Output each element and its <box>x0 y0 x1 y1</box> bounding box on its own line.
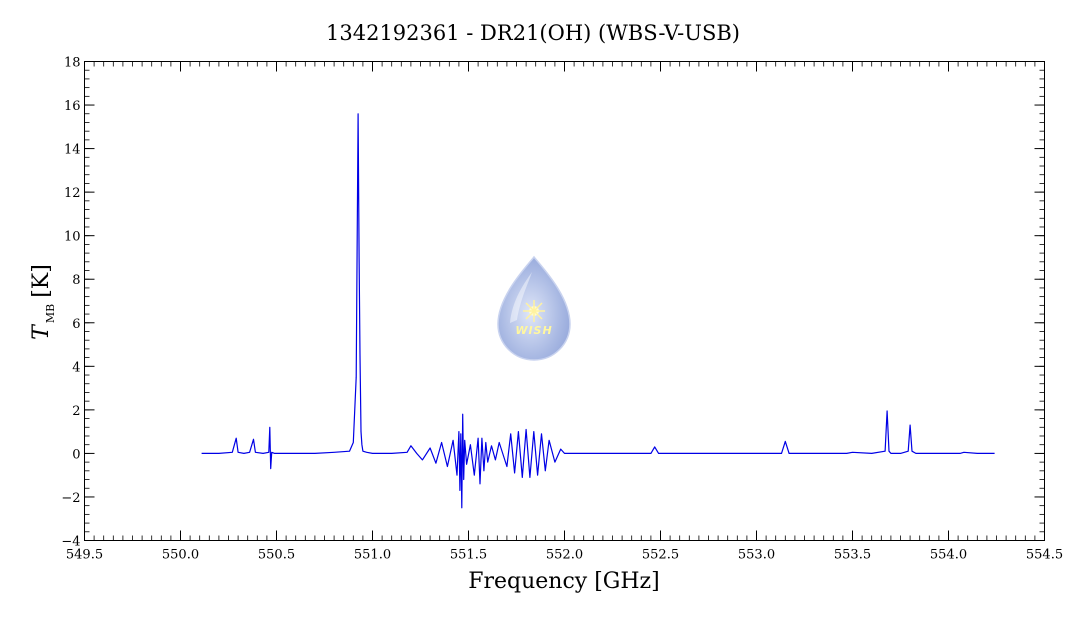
y-tick-label: 0 <box>72 447 80 462</box>
svg-text:TMB[K]: TMB [K] <box>29 264 57 340</box>
y-tick-label: −4 <box>61 535 80 550</box>
x-tick-label: 551.5 <box>450 548 487 563</box>
y-tick-label: 8 <box>72 273 80 288</box>
y-tick-labels: −4 −2 0 2 4 6 8 10 12 14 16 18 <box>61 56 80 550</box>
y-tick-label: 18 <box>64 56 81 71</box>
y-tick-label: 6 <box>72 317 80 332</box>
y-tick-label: 4 <box>72 360 80 375</box>
x-tick-labels: 549.5 550.0 550.5 551.0 551.5 552.0 552.5 553.0… <box>66 548 1063 563</box>
y-axis-label: TMB [K] <box>29 264 57 340</box>
y-tick-label: 16 <box>64 99 81 114</box>
y-axis-label-sub: MB <box>44 304 57 323</box>
chart-title: 1342192361 - DR21(OH) (WBS-V-USB) <box>326 21 740 45</box>
x-tick-label: 553.5 <box>834 548 871 563</box>
y-tick-label: 10 <box>64 230 81 245</box>
x-tick-label: 551.0 <box>354 548 391 563</box>
axis-ticks <box>84 61 1045 541</box>
star-icon <box>523 300 545 322</box>
x-tick-label: 554.5 <box>1026 548 1063 563</box>
y-tick-label: −2 <box>61 491 80 506</box>
x-tick-label: 552.5 <box>642 548 679 563</box>
y-axis-label-unit: [K] <box>29 264 54 298</box>
water-drop-star-logo: WISH <box>497 255 571 361</box>
x-tick-label: 550.5 <box>258 548 295 563</box>
spectrum-series <box>201 113 995 509</box>
logo-text: WISH <box>515 324 552 337</box>
x-axis-label: Frequency [GHz] <box>468 569 660 594</box>
x-tick-label: 549.5 <box>66 548 103 563</box>
x-tick-label: 554.0 <box>930 548 967 563</box>
y-tick-label: 14 <box>64 143 81 158</box>
x-tick-label: 550.0 <box>162 548 199 563</box>
y-tick-label: 12 <box>64 186 81 201</box>
y-axis-label-main: T <box>29 323 54 340</box>
y-tick-label: 2 <box>72 404 80 419</box>
x-tick-label: 553.0 <box>738 548 775 563</box>
spectrum-line <box>201 113 995 509</box>
x-tick-label: 552.0 <box>546 548 583 563</box>
